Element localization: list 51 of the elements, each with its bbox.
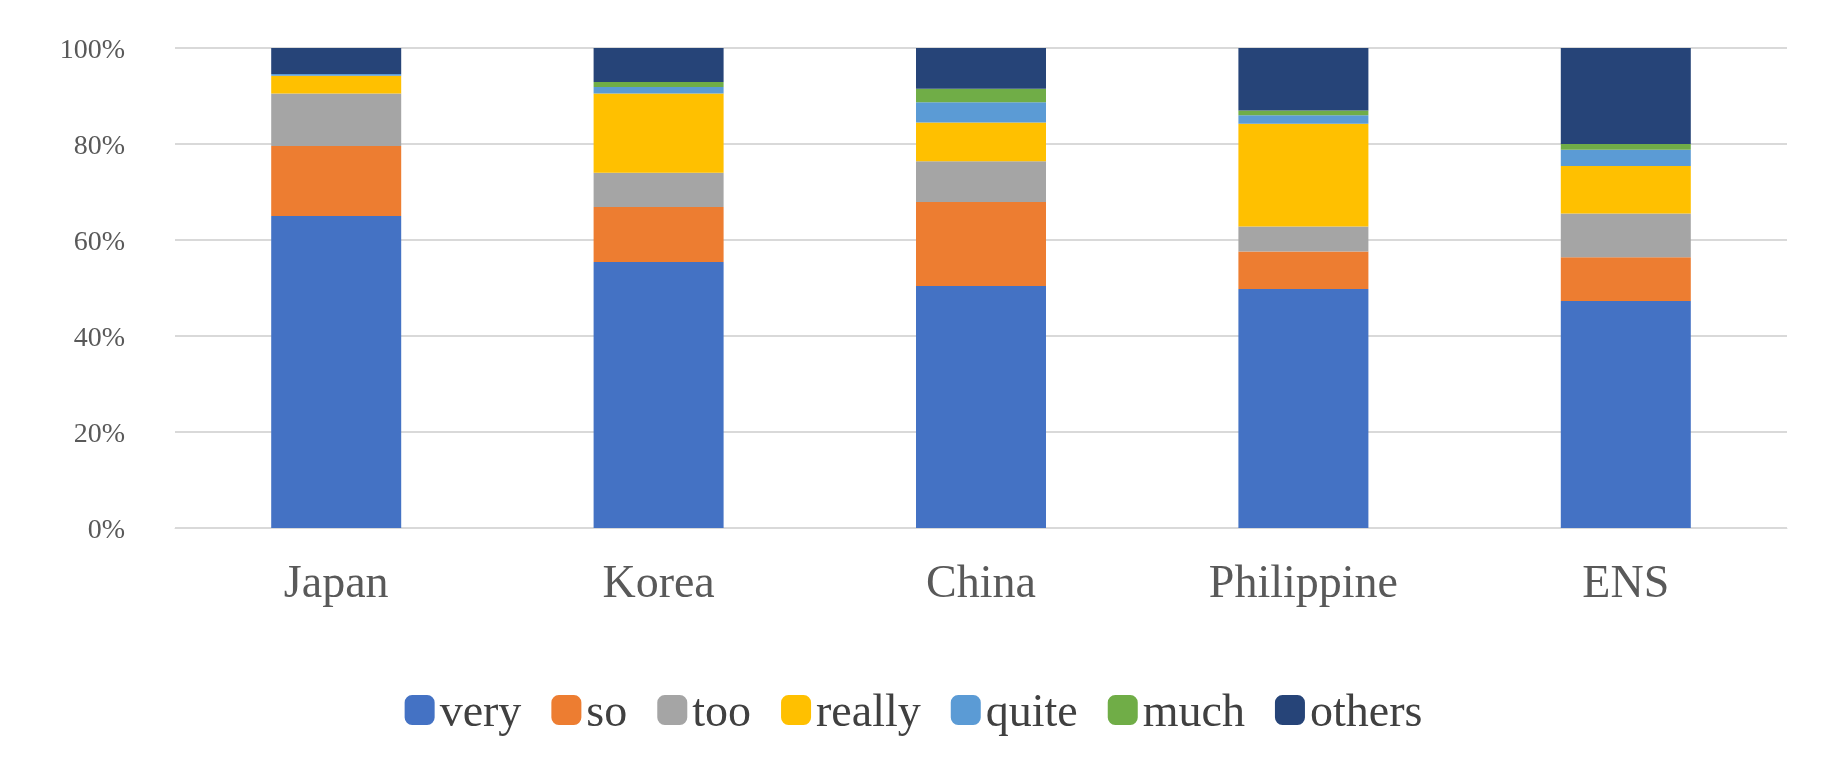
bar — [593, 262, 724, 528]
y-tick-label: 20% — [73, 416, 125, 448]
legend-label: so — [586, 684, 628, 736]
bar — [916, 161, 1046, 203]
bar — [1238, 48, 1369, 111]
legend-label: much — [1142, 684, 1245, 736]
bar — [1238, 226, 1369, 252]
bar — [593, 86, 724, 94]
bar — [916, 202, 1046, 287]
bar — [271, 216, 402, 528]
bar — [271, 145, 402, 216]
bar — [916, 122, 1046, 162]
y-tick-label: 60% — [73, 224, 125, 256]
legend-label: very — [439, 684, 522, 736]
bar — [593, 48, 724, 83]
x-tick-label: Korea — [602, 555, 715, 607]
bar — [271, 48, 402, 74]
y-tick-label: 40% — [73, 320, 125, 352]
bar — [1560, 300, 1691, 528]
bar — [916, 48, 1046, 89]
x-tick-label: China — [926, 555, 1036, 607]
bar — [593, 93, 724, 173]
bar — [1560, 149, 1691, 167]
bar — [1560, 257, 1691, 301]
bar — [1560, 213, 1691, 258]
bar — [1560, 48, 1691, 144]
x-tick-label: Philippine — [1208, 555, 1398, 607]
bar — [1238, 123, 1369, 227]
legend-label: others — [1309, 684, 1423, 736]
x-tick-label: Japan — [283, 555, 389, 607]
x-tick-label: ENS — [1582, 555, 1670, 607]
y-tick-label: 100% — [59, 32, 125, 64]
bar — [271, 75, 402, 94]
bar — [1238, 110, 1369, 116]
bar — [916, 286, 1046, 528]
y-tick-label: 80% — [73, 128, 125, 160]
bar — [1238, 115, 1369, 124]
bar — [1560, 166, 1691, 214]
bar — [593, 206, 724, 263]
y-tick-label: 0% — [87, 512, 125, 544]
bar — [271, 93, 402, 146]
legend-label: quite — [985, 684, 1078, 736]
bar — [916, 88, 1046, 103]
bar — [593, 82, 724, 87]
bar — [1238, 251, 1369, 289]
legend-label: really — [816, 684, 921, 736]
bar — [1238, 288, 1369, 528]
bar — [1560, 144, 1691, 150]
bar — [593, 172, 724, 207]
bar — [916, 102, 1046, 123]
legend-label: too — [692, 684, 752, 736]
